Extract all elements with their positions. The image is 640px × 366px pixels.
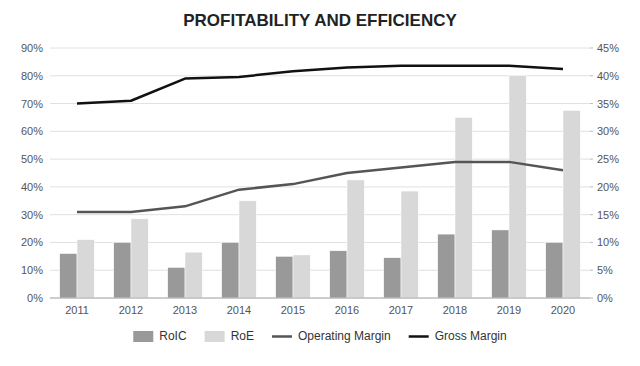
bar: [384, 258, 401, 298]
y2-tick-label: 5%: [597, 264, 613, 276]
bar: [401, 191, 418, 298]
x-tick-label: 2016: [335, 304, 359, 316]
y2-tick: [590, 103, 593, 104]
x-axis: [50, 298, 590, 299]
y2-tick: [590, 159, 593, 160]
y2-tick-label: 35%: [597, 98, 619, 110]
y-tick-label: 50%: [21, 153, 43, 165]
x-tick-label: 2014: [227, 304, 251, 316]
legend-item: RoIC: [133, 329, 187, 343]
grid-line: [50, 298, 590, 299]
x-tick-label: 2020: [551, 304, 575, 316]
y-tick-label: 90%: [21, 42, 43, 54]
y2-tick: [590, 242, 593, 243]
bar: [168, 267, 185, 298]
y2-tick-label: 25%: [597, 153, 619, 165]
bar: [509, 76, 526, 298]
legend-item: Operating Margin: [272, 329, 391, 343]
plot-area: [60, 66, 581, 298]
y2-tick-label: 30%: [597, 125, 619, 137]
legend-swatch: [205, 331, 225, 342]
y2-tick-label: 0%: [597, 292, 613, 304]
y-tick-label: 20%: [21, 236, 43, 248]
grid-line: [50, 48, 590, 49]
legend-swatch: [409, 335, 429, 338]
y2-tick: [590, 186, 593, 187]
bar: [563, 111, 580, 299]
y2-tick-label: 45%: [597, 42, 619, 54]
y2-tick: [590, 131, 593, 132]
x-tick-label: 2015: [281, 304, 305, 316]
x-tick-label: 2013: [173, 304, 197, 316]
bar: [293, 255, 310, 298]
y2-tick-label: 10%: [597, 236, 619, 248]
y2-tick: [590, 270, 593, 271]
y2-tick: [590, 214, 593, 215]
y-tick-label: 40%: [21, 181, 43, 193]
legend-label: RoE: [231, 329, 254, 343]
y-tick-label: 10%: [21, 264, 43, 276]
y-tick-label: 70%: [21, 98, 43, 110]
bar: [222, 242, 239, 298]
y-tick-label: 60%: [21, 125, 43, 137]
chart: PROFITABILITY AND EFFICIENCY 0% 10% 20% 30% 4…: [0, 0, 640, 366]
bar: [77, 240, 94, 298]
legend-label: Gross Margin: [435, 329, 507, 343]
legend-item: Gross Margin: [409, 329, 507, 343]
y2-tick: [590, 75, 593, 76]
legend-swatch: [272, 335, 292, 338]
x-tick-label: 2019: [497, 304, 521, 316]
y-tick-label: 30%: [21, 209, 43, 221]
y2-tick: [590, 48, 593, 49]
bar: [330, 251, 347, 298]
legend-swatch: [133, 331, 153, 342]
bar: [492, 230, 509, 298]
y-tick-label: 80%: [21, 70, 43, 82]
legend-item: RoE: [205, 329, 254, 343]
bar: [438, 234, 455, 298]
x-tick-label: 2011: [65, 304, 89, 316]
x-tick-label: 2017: [389, 304, 413, 316]
bar: [185, 252, 202, 298]
y2-tick: [590, 298, 593, 299]
bar: [276, 256, 293, 298]
x-tick-label: 2018: [443, 304, 467, 316]
legend: RoIC RoE Operating Margin Gross Margin: [133, 329, 506, 343]
legend-label: Operating Margin: [298, 329, 391, 343]
line: [77, 66, 563, 104]
bar: [455, 117, 472, 298]
x-tick-label: 2012: [119, 304, 143, 316]
bar: [347, 180, 364, 298]
bar: [60, 254, 77, 298]
legend-label: RoIC: [159, 329, 187, 343]
bar: [114, 242, 131, 298]
y2-tick-label: 40%: [597, 70, 619, 82]
y2-tick-label: 20%: [597, 181, 619, 193]
y-tick-label: 0%: [27, 292, 43, 304]
grid: [50, 48, 590, 298]
bar: [239, 201, 256, 298]
bar: [546, 242, 563, 298]
y2-tick-label: 15%: [597, 209, 619, 221]
title: PROFITABILITY AND EFFICIENCY: [183, 11, 457, 30]
bar-series: [77, 76, 580, 298]
line: [77, 162, 563, 212]
bar: [131, 219, 148, 298]
